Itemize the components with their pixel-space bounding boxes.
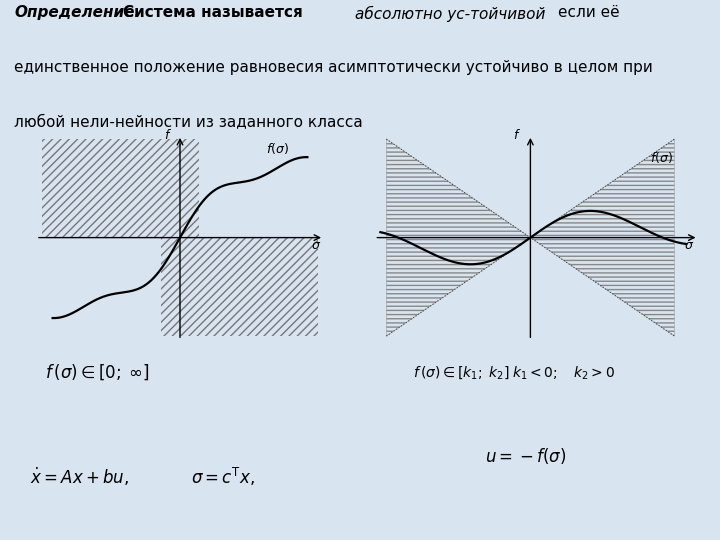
Text: $f\,(\sigma) \in [0;\; \infty]$: $f\,(\sigma) \in [0;\; \infty]$ bbox=[45, 363, 149, 382]
Text: Система называется: Система называется bbox=[122, 5, 302, 21]
Bar bbox=[180, 139, 199, 238]
Text: $f$: $f$ bbox=[164, 128, 172, 142]
Text: $\sigma$: $\sigma$ bbox=[310, 239, 321, 252]
Text: любой нели-нейности из заданного класса: любой нели-нейности из заданного класса bbox=[14, 114, 363, 129]
Bar bbox=[42, 139, 180, 238]
Text: $\dot{x} = Ax + bu,$: $\dot{x} = Ax + bu,$ bbox=[30, 466, 129, 488]
Text: $\sigma = c^{\mathrm{T}}x,$: $\sigma = c^{\mathrm{T}}x,$ bbox=[191, 466, 256, 488]
Text: $f$: $f$ bbox=[513, 128, 521, 142]
Bar bbox=[161, 238, 180, 336]
Text: $f(\sigma)$: $f(\sigma)$ bbox=[650, 150, 673, 165]
Text: абсолютно ус-тойчивой: абсолютно ус-тойчивой bbox=[354, 5, 545, 22]
Text: $u = -f(\sigma)$: $u = -f(\sigma)$ bbox=[485, 446, 566, 466]
Text: если её: если её bbox=[558, 5, 619, 21]
Text: Определение.: Определение. bbox=[14, 5, 140, 21]
Text: $f(\sigma)$: $f(\sigma)$ bbox=[266, 141, 289, 156]
Text: $f\,(\sigma) \in [k_1;\; k_2]\; k_1 < 0;\quad k_2 > 0$: $f\,(\sigma) \in [k_1;\; k_2]\; k_1 < 0;… bbox=[413, 364, 615, 381]
Bar bbox=[180, 238, 318, 336]
Text: $\sigma$: $\sigma$ bbox=[684, 239, 695, 252]
Text: единственное положение равновесия асимптотически устойчиво в целом при: единственное положение равновесия асимпт… bbox=[14, 60, 653, 75]
